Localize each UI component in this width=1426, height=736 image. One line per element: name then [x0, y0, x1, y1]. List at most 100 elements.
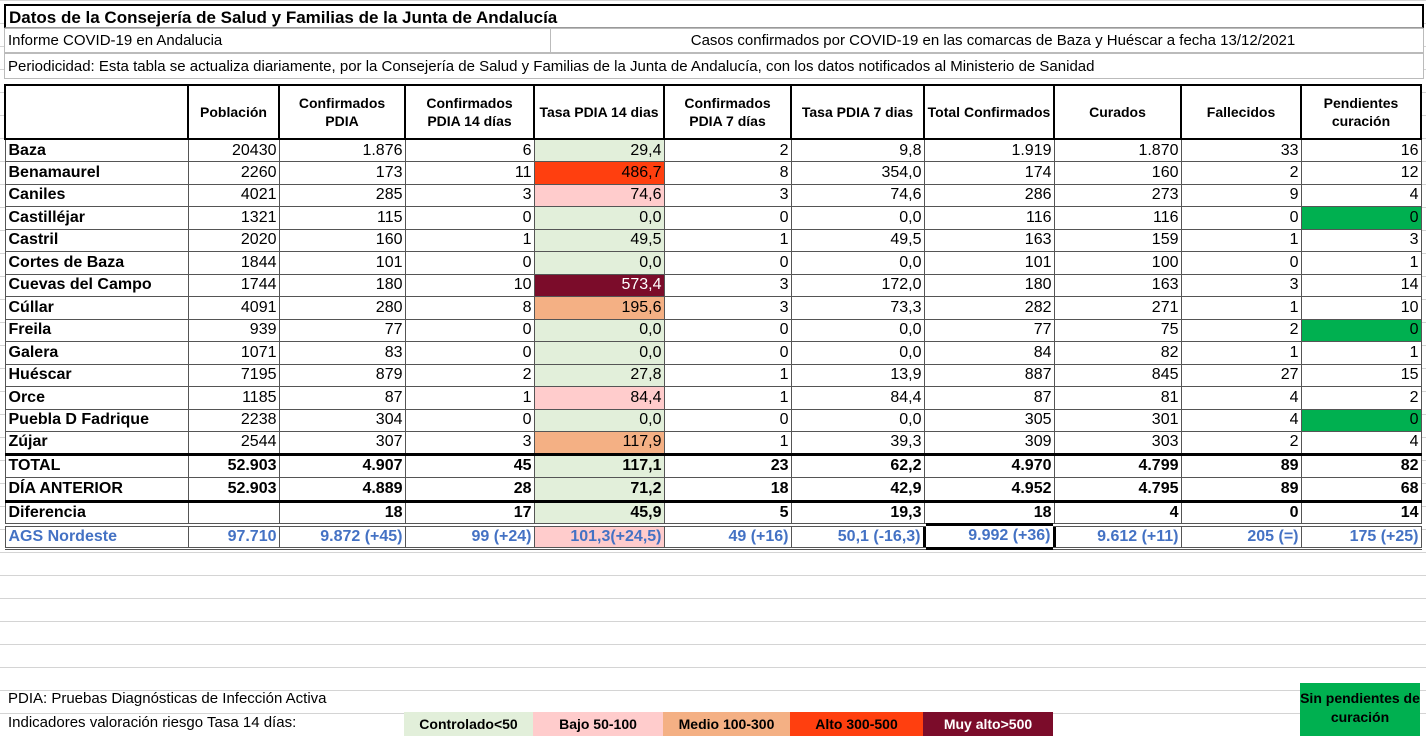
cell-confirmados-14d[interactable]: 0	[404, 408, 535, 432]
cell-curados[interactable]: 4.799	[1053, 452, 1182, 478]
cell-tasa-7d[interactable]: 354,0	[790, 161, 925, 185]
column-header-municipio[interactable]	[4, 84, 189, 140]
cell-tasa-14d[interactable]: 0,0	[533, 408, 665, 432]
column-header-confirmados-7d[interactable]: Confirmados PDIA 7 días	[663, 84, 792, 140]
cell-curados[interactable]: 82	[1053, 341, 1182, 365]
cell-fallecidos[interactable]: 89	[1180, 452, 1302, 478]
cell-fallecidos[interactable]: 2	[1180, 161, 1302, 185]
cell-poblacion[interactable]	[187, 499, 280, 526]
cell-confirmados-14d[interactable]: 3	[404, 431, 535, 455]
cell-confirmados-pdia[interactable]: 304	[278, 408, 406, 432]
cell-curados[interactable]: 116	[1053, 206, 1182, 230]
cell-fallecidos[interactable]: 89	[1180, 477, 1302, 502]
cell-municipio[interactable]: Galera	[4, 341, 189, 365]
cell-confirmados-7d[interactable]: 0	[663, 206, 792, 230]
cell-confirmados-pdia[interactable]: 18	[278, 499, 406, 526]
cell-total-confirmados[interactable]: 116	[923, 206, 1055, 230]
cell-municipio[interactable]: Freila	[4, 318, 189, 342]
cell-fallecidos[interactable]: 0	[1180, 251, 1302, 275]
cell-confirmados-14d[interactable]: 0	[404, 318, 535, 342]
cell-pendientes[interactable]: 82	[1300, 452, 1422, 478]
cell-confirmados-14d[interactable]: 8	[404, 296, 535, 320]
cell-confirmados-pdia[interactable]: 1.876	[278, 138, 406, 162]
cell-curados[interactable]: 4	[1053, 499, 1182, 526]
cell-fallecidos[interactable]: 2	[1180, 431, 1302, 455]
cell-poblacion[interactable]: 52.903	[187, 477, 280, 502]
cell-total-confirmados[interactable]: 1.919	[923, 138, 1055, 162]
cell-confirmados-7d[interactable]: 3	[663, 296, 792, 320]
cell-municipio[interactable]: Castilléjar	[4, 206, 189, 230]
cell-total-confirmados[interactable]: 4.970	[923, 452, 1055, 478]
cell-curados[interactable]: 160	[1053, 161, 1182, 185]
cell-municipio[interactable]: Orce	[4, 386, 189, 410]
cell-total-confirmados[interactable]: 887	[923, 363, 1055, 387]
cell-confirmados-7d[interactable]: 1	[663, 228, 792, 252]
cell-total-confirmados[interactable]: 180	[923, 273, 1055, 297]
cell-total-confirmados[interactable]: 77	[923, 318, 1055, 342]
cell-pendientes[interactable]: 14	[1300, 273, 1422, 297]
cell-pendientes[interactable]: 1	[1300, 341, 1422, 365]
cell-confirmados-14d[interactable]: 28	[404, 477, 535, 502]
cell-total-confirmados[interactable]: 9.992 (+36)	[922, 523, 1056, 550]
cell-poblacion[interactable]: 4091	[187, 296, 280, 320]
column-header-total-confirmados[interactable]: Total Confirmados	[923, 84, 1055, 140]
cell-pendientes[interactable]: 3	[1300, 228, 1422, 252]
cell-tasa-14d[interactable]: 486,7	[533, 161, 665, 185]
cell-curados[interactable]: 75	[1053, 318, 1182, 342]
cell-total-confirmados[interactable]: 309	[923, 431, 1055, 455]
cell-poblacion[interactable]: 20430	[187, 138, 280, 162]
cell-tasa-7d[interactable]: 0,0	[790, 251, 925, 275]
column-header-confirmados-14d[interactable]: Confirmados PDIA 14 días	[404, 84, 535, 140]
cell-poblacion[interactable]: 2544	[187, 431, 280, 455]
cell-tasa-14d[interactable]: 49,5	[533, 228, 665, 252]
cell-confirmados-7d[interactable]: 8	[663, 161, 792, 185]
cell-fallecidos[interactable]: 4	[1180, 408, 1302, 432]
cell-fallecidos[interactable]: 0	[1180, 499, 1302, 526]
cell-tasa-14d[interactable]: 45,9	[533, 499, 665, 526]
cell-tasa-14d[interactable]: 0,0	[533, 206, 665, 230]
cell-confirmados-14d[interactable]: 11	[404, 161, 535, 185]
cell-total-confirmados[interactable]: 101	[923, 251, 1055, 275]
cell-municipio[interactable]: Cuevas del Campo	[4, 273, 189, 297]
column-header-pendientes[interactable]: Pendientes curación	[1300, 84, 1422, 140]
cell-confirmados-7d[interactable]: 5	[663, 499, 792, 526]
cell-poblacion[interactable]: 1071	[187, 341, 280, 365]
cell-confirmados-14d[interactable]: 17	[404, 499, 535, 526]
cell-pendientes[interactable]: 0	[1300, 408, 1422, 432]
cell-total-confirmados[interactable]: 84	[923, 341, 1055, 365]
cell-tasa-7d[interactable]: 74,6	[790, 183, 925, 207]
cell-municipio[interactable]: Benamaurel	[4, 161, 189, 185]
cell-total-confirmados[interactable]: 163	[923, 228, 1055, 252]
cell-confirmados-14d[interactable]: 1	[404, 386, 535, 410]
cell-confirmados-7d[interactable]: 1	[663, 363, 792, 387]
cell-tasa-7d[interactable]: 0,0	[790, 206, 925, 230]
cell-municipio[interactable]: Cúllar	[4, 296, 189, 320]
cell-tasa-14d[interactable]: 29,4	[533, 138, 665, 162]
cell-confirmados-7d[interactable]: 18	[663, 477, 792, 502]
cell-tasa-7d[interactable]: 49,5	[790, 228, 925, 252]
cell-tasa-14d[interactable]: 117,9	[533, 431, 665, 455]
cell-confirmados-7d[interactable]: 0	[663, 251, 792, 275]
cell-tasa-7d[interactable]: 19,3	[790, 499, 925, 526]
cell-municipio[interactable]: Baza	[4, 138, 189, 162]
cell-tasa-7d[interactable]: 0,0	[790, 408, 925, 432]
cell-tasa-14d[interactable]: 74,6	[533, 183, 665, 207]
cell-pendientes[interactable]: 1	[1300, 251, 1422, 275]
cell-pendientes[interactable]: 14	[1300, 499, 1422, 526]
cell-confirmados-pdia[interactable]: 4.889	[278, 477, 406, 502]
cell-pendientes[interactable]: 175 (+25)	[1300, 522, 1422, 550]
cell-poblacion[interactable]: 4021	[187, 183, 280, 207]
cell-curados[interactable]: 273	[1053, 183, 1182, 207]
cell-tasa-14d[interactable]: 0,0	[533, 251, 665, 275]
cell-fallecidos[interactable]: 3	[1180, 273, 1302, 297]
cell-curados[interactable]: 845	[1053, 363, 1182, 387]
cell-poblacion[interactable]: 2020	[187, 228, 280, 252]
cell-tasa-7d[interactable]: 50,1 (-16,3)	[790, 522, 925, 550]
cell-tasa-7d[interactable]: 84,4	[790, 386, 925, 410]
cell-curados[interactable]: 163	[1053, 273, 1182, 297]
cell-curados[interactable]: 81	[1053, 386, 1182, 410]
cell-pendientes[interactable]: 4	[1300, 183, 1422, 207]
cell-municipio[interactable]: Puebla D Fadrique	[4, 408, 189, 432]
cell-pendientes[interactable]: 15	[1300, 363, 1422, 387]
cell-confirmados-7d[interactable]: 0	[663, 318, 792, 342]
